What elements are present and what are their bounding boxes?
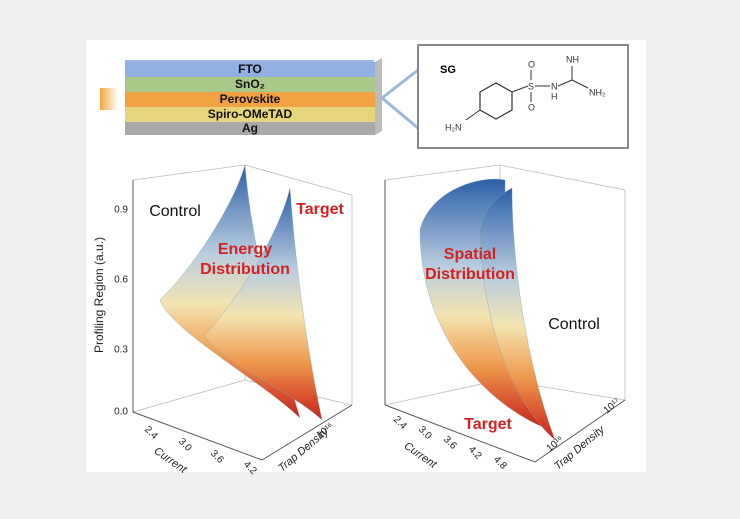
- y-tick-label: 0.3: [114, 345, 128, 356]
- plot-title: Energy: [218, 241, 272, 258]
- y-tick-label: 0.9: [114, 205, 128, 216]
- atom: O: [528, 59, 535, 69]
- molecule-box: SG H₂N S O O N H NH NH₂: [417, 44, 629, 149]
- target-label: Target: [464, 416, 512, 433]
- layer-label: SnO₂: [235, 77, 265, 91]
- control-label: Control: [149, 203, 201, 220]
- atom: NH₂: [589, 87, 606, 97]
- atom: NH: [566, 54, 579, 64]
- layer-label: Spiro-OMeTAD: [208, 107, 293, 121]
- plot-title: Spatial: [444, 246, 496, 263]
- target-label: Target: [296, 201, 344, 218]
- atom: H₂N: [445, 122, 462, 132]
- layer-label: Perovskite: [220, 92, 281, 106]
- y-tick-label: 0.0: [114, 407, 128, 418]
- target-surface: [479, 187, 556, 441]
- layer-stack: FTO SnO₂ Perovskite Spiro-OMeTAD Ag: [100, 58, 419, 135]
- layer-label: FTO: [238, 62, 262, 76]
- y-axis-label: Profiling Region (a.u.): [92, 237, 106, 353]
- layer-label: Ag: [242, 121, 258, 135]
- atom: N: [551, 81, 558, 91]
- molecule-name: SG: [440, 64, 456, 76]
- control-label: Control: [548, 316, 600, 333]
- atom: O: [528, 102, 535, 112]
- atom: H: [551, 91, 558, 101]
- y-tick-label: 0.6: [114, 275, 128, 286]
- target-surface: [204, 187, 323, 421]
- atom: S: [528, 81, 534, 91]
- plot-title: Distribution: [425, 266, 515, 283]
- plot-title: Distribution: [200, 261, 290, 278]
